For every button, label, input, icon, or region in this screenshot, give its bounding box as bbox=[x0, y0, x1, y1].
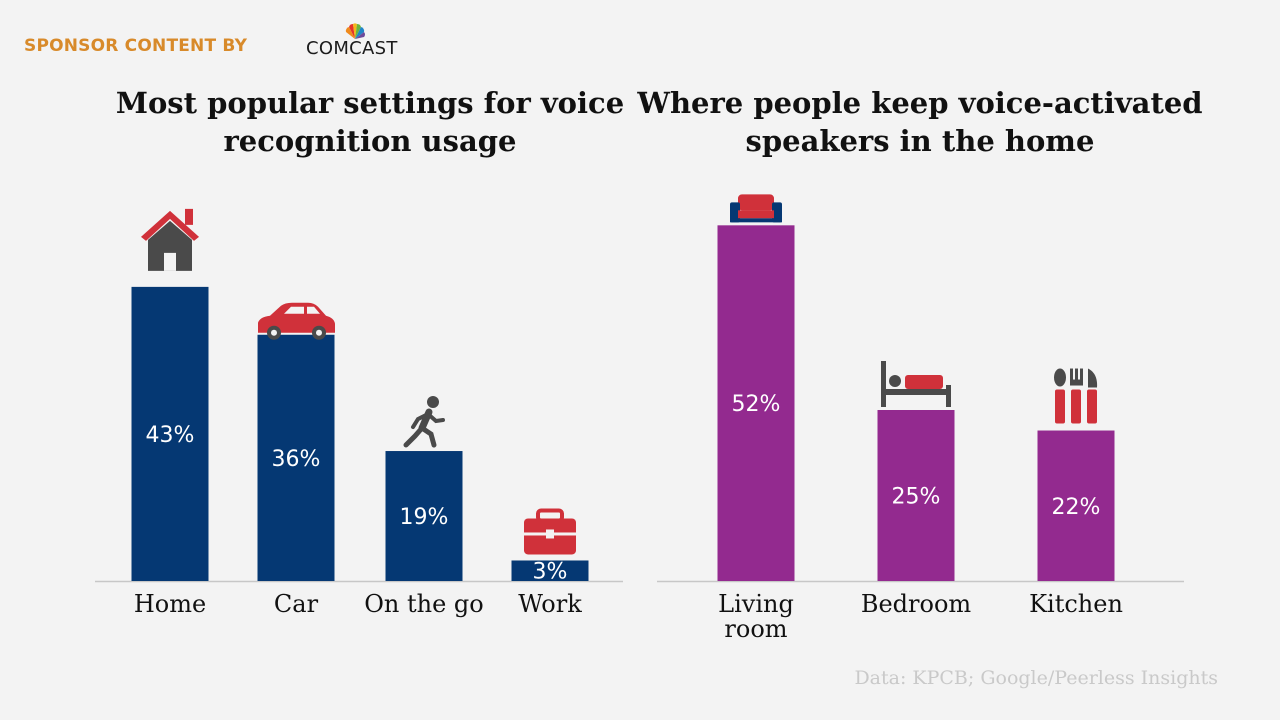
brand-name: COMCAST bbox=[306, 38, 398, 59]
brand-logo: COMCAST bbox=[306, 22, 406, 62]
chart-title-settings: Most popular settings for voice recognit… bbox=[115, 86, 625, 158]
bed-icon bbox=[881, 361, 951, 407]
briefcase-icon bbox=[522, 508, 578, 557]
data-label-kitchen: 22% bbox=[1052, 495, 1101, 520]
bar-living-room bbox=[717, 225, 795, 581]
data-label-living-room: 52% bbox=[732, 392, 781, 417]
bar-on-the-go bbox=[385, 451, 463, 581]
chart-title-speakers: Where people keep voice-activated speake… bbox=[637, 86, 1203, 158]
sofa-icon bbox=[730, 194, 782, 223]
data-label-home: 43% bbox=[146, 423, 195, 448]
sponsor-label: SPONSOR CONTENT BY bbox=[24, 36, 248, 56]
tick-label-living-room: Living room bbox=[718, 590, 794, 643]
utensils-icon bbox=[1054, 368, 1098, 424]
tick-label-car: Car bbox=[274, 590, 319, 618]
tick-label-kitchen: Kitchen bbox=[1029, 590, 1123, 618]
house-icon bbox=[141, 208, 199, 271]
data-label-on-the-go: 19% bbox=[400, 505, 449, 530]
bar-work bbox=[511, 560, 589, 581]
chart-speakers: 52% Living room 25% Bedroom 22% Kitchen bbox=[717, 194, 1123, 643]
data-label-work: 3% bbox=[533, 560, 568, 585]
tick-label-bedroom: Bedroom bbox=[861, 590, 972, 618]
car-icon bbox=[258, 302, 335, 340]
walking-person-icon bbox=[406, 396, 443, 445]
data-label-bedroom: 25% bbox=[892, 485, 941, 510]
tick-label-home: Home bbox=[134, 590, 206, 618]
tick-label-work: Work bbox=[518, 590, 582, 618]
chart-settings: 43% Home 36% Car 19% On the go 3% Work bbox=[131, 208, 589, 618]
bar-kitchen bbox=[1037, 430, 1115, 581]
data-label-car: 36% bbox=[272, 447, 321, 472]
tick-label-on-the-go: On the go bbox=[364, 590, 484, 618]
bar-bedroom bbox=[877, 410, 955, 581]
peacock-logo-icon bbox=[345, 23, 365, 39]
bar-car bbox=[257, 334, 335, 581]
source-note: Data: KPCB; Google/Peerless Insights bbox=[854, 667, 1218, 689]
bar-home bbox=[131, 286, 209, 581]
